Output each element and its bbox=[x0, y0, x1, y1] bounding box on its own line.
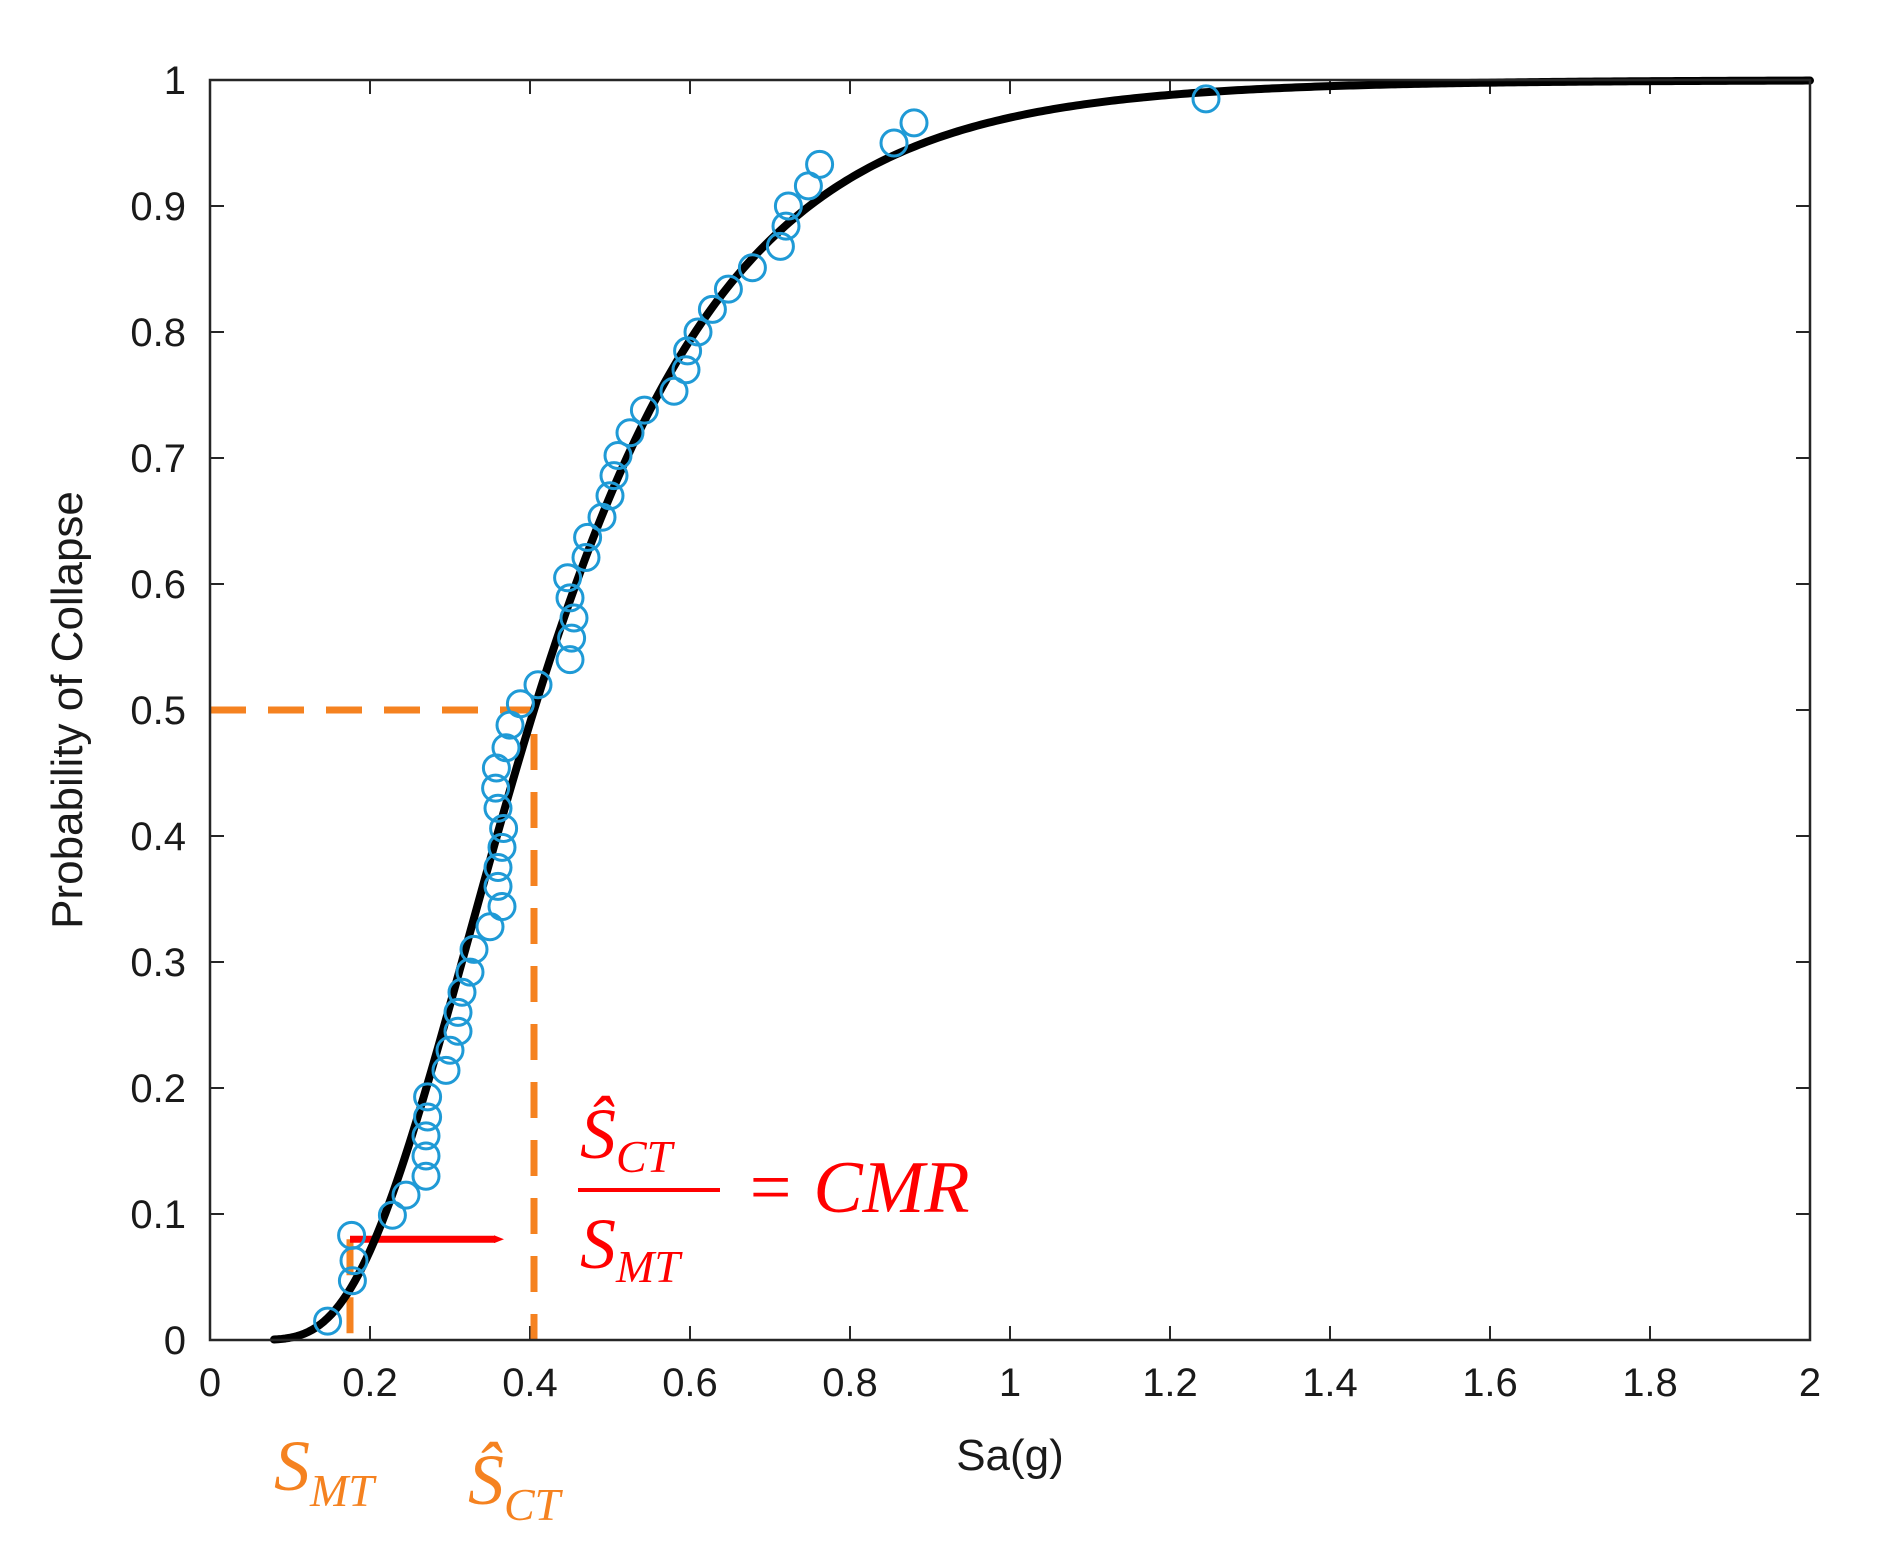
scatter-point bbox=[603, 440, 633, 470]
scatter-point bbox=[629, 395, 659, 425]
scatter-point bbox=[671, 355, 701, 385]
x-tick-label: 2 bbox=[1799, 1361, 1821, 1405]
scatter-point bbox=[555, 583, 585, 613]
y-tick-label: 0.9 bbox=[130, 185, 186, 229]
x-tick-label: 1 bbox=[999, 1361, 1021, 1405]
y-tick-label: 0.3 bbox=[130, 941, 186, 985]
s-mt-label: SMT bbox=[274, 1426, 377, 1516]
x-tick-label: 0.8 bbox=[822, 1361, 878, 1405]
scatter-point bbox=[523, 670, 553, 700]
scatter-point bbox=[737, 253, 767, 283]
scatter-point bbox=[487, 892, 517, 922]
scatter-point bbox=[413, 1082, 443, 1112]
scatter-point bbox=[413, 1102, 443, 1132]
scatter-point bbox=[435, 1035, 465, 1065]
scatter-point bbox=[879, 128, 909, 158]
scatter-point bbox=[487, 832, 517, 862]
scatter-point bbox=[553, 563, 583, 593]
scatter-point bbox=[559, 603, 589, 633]
axis-tick-labels: 0 0.2 0.4 0.6 0.8 1 1.2 1.4 1.6 1.8 2 0 0.1 0.2 0.3 0.4… bbox=[130, 59, 1821, 1405]
s-mt-base: S bbox=[274, 1426, 310, 1506]
scatter-point bbox=[505, 689, 535, 719]
y-tick-label: 0.4 bbox=[130, 815, 186, 859]
x-tick-label: 0 bbox=[199, 1361, 221, 1405]
scatter-point bbox=[899, 108, 929, 138]
s-mt-subscript: MT bbox=[309, 1465, 377, 1516]
scatter-point bbox=[491, 733, 521, 763]
s-ct-subscript: CT bbox=[504, 1479, 564, 1530]
scatter-point bbox=[481, 773, 511, 803]
scatter-point bbox=[557, 623, 587, 653]
cmr-equation: ŜCT SMT = CMR bbox=[578, 1094, 970, 1292]
y-tick-label: 1 bbox=[164, 59, 186, 103]
scatter-point bbox=[773, 191, 803, 221]
scatter-points-layer bbox=[313, 84, 1221, 1336]
scatter-point bbox=[805, 149, 835, 179]
s-ct-base: Ŝ bbox=[468, 1440, 504, 1520]
scatter-point bbox=[411, 1161, 441, 1191]
scatter-point bbox=[443, 997, 473, 1027]
scatter-point bbox=[459, 934, 489, 964]
scatter-point bbox=[595, 481, 625, 511]
x-tick-label: 0.6 bbox=[662, 1361, 718, 1405]
scatter-point bbox=[713, 274, 743, 304]
plot-frame bbox=[208, 78, 1812, 1342]
y-tick-label: 0.8 bbox=[130, 311, 186, 355]
y-tick-label: 0.7 bbox=[130, 437, 186, 481]
y-tick-label: 0.1 bbox=[130, 1193, 186, 1237]
fit-curve bbox=[270, 76, 1814, 1344]
scatter-point bbox=[411, 1121, 441, 1151]
scatter-point bbox=[391, 1180, 421, 1210]
scatter-point bbox=[573, 522, 603, 552]
y-tick-label: 0 bbox=[164, 1319, 186, 1363]
scatter-point bbox=[483, 793, 513, 823]
s-ct-label: ŜCT bbox=[468, 1440, 564, 1530]
scatter-point bbox=[659, 376, 689, 406]
scatter-point bbox=[697, 294, 727, 324]
x-tick-label: 1.6 bbox=[1462, 1361, 1518, 1405]
cmr-rhs: = CMR bbox=[745, 1147, 970, 1229]
cmr-denominator-subscript: MT bbox=[615, 1241, 683, 1292]
scatter-point bbox=[431, 1055, 461, 1085]
scatter-point bbox=[447, 977, 477, 1007]
fit-curve-layer bbox=[270, 76, 1814, 1344]
x-tick-label: 1.2 bbox=[1142, 1361, 1198, 1405]
scatter-point bbox=[337, 1266, 367, 1296]
scatter-point bbox=[615, 418, 645, 448]
scatter-point bbox=[313, 1306, 343, 1336]
cmr-denominator: SMT bbox=[580, 1204, 683, 1292]
scatter-point bbox=[765, 231, 795, 261]
scatter-point bbox=[771, 211, 801, 241]
y-tick-label: 0.5 bbox=[130, 689, 186, 733]
scatter-point bbox=[555, 645, 585, 675]
cmr-numerator-subscript: CT bbox=[616, 1131, 676, 1182]
scatter-point bbox=[411, 1141, 441, 1171]
cmr-numerator-base: Ŝ bbox=[580, 1094, 616, 1174]
y-tick-label: 0.6 bbox=[130, 563, 186, 607]
scatter-point bbox=[377, 1200, 407, 1230]
scatter-point bbox=[483, 853, 513, 882]
scatter-point bbox=[1191, 84, 1221, 114]
y-axis-label: Probability of Collapse bbox=[43, 491, 92, 929]
x-tick-label: 1.8 bbox=[1622, 1361, 1678, 1405]
scatter-point bbox=[571, 543, 601, 573]
cmr-numerator: ŜCT bbox=[580, 1094, 676, 1182]
scatter-point bbox=[599, 461, 629, 491]
y-tick-label: 0.2 bbox=[130, 1067, 186, 1111]
scatter-point bbox=[483, 871, 513, 901]
scatter-point bbox=[683, 317, 713, 347]
scatter-point bbox=[455, 957, 485, 987]
cmr-denominator-base: S bbox=[580, 1204, 616, 1284]
scatter-point bbox=[337, 1220, 367, 1250]
x-axis-label: Sa(g) bbox=[956, 1431, 1064, 1480]
scatter-point bbox=[443, 1016, 473, 1046]
x-tick-label: 0.2 bbox=[342, 1361, 398, 1405]
x-tick-label: 0.4 bbox=[502, 1361, 558, 1405]
scatter-point bbox=[489, 813, 519, 843]
x-tick-label: 1.4 bbox=[1302, 1361, 1358, 1405]
